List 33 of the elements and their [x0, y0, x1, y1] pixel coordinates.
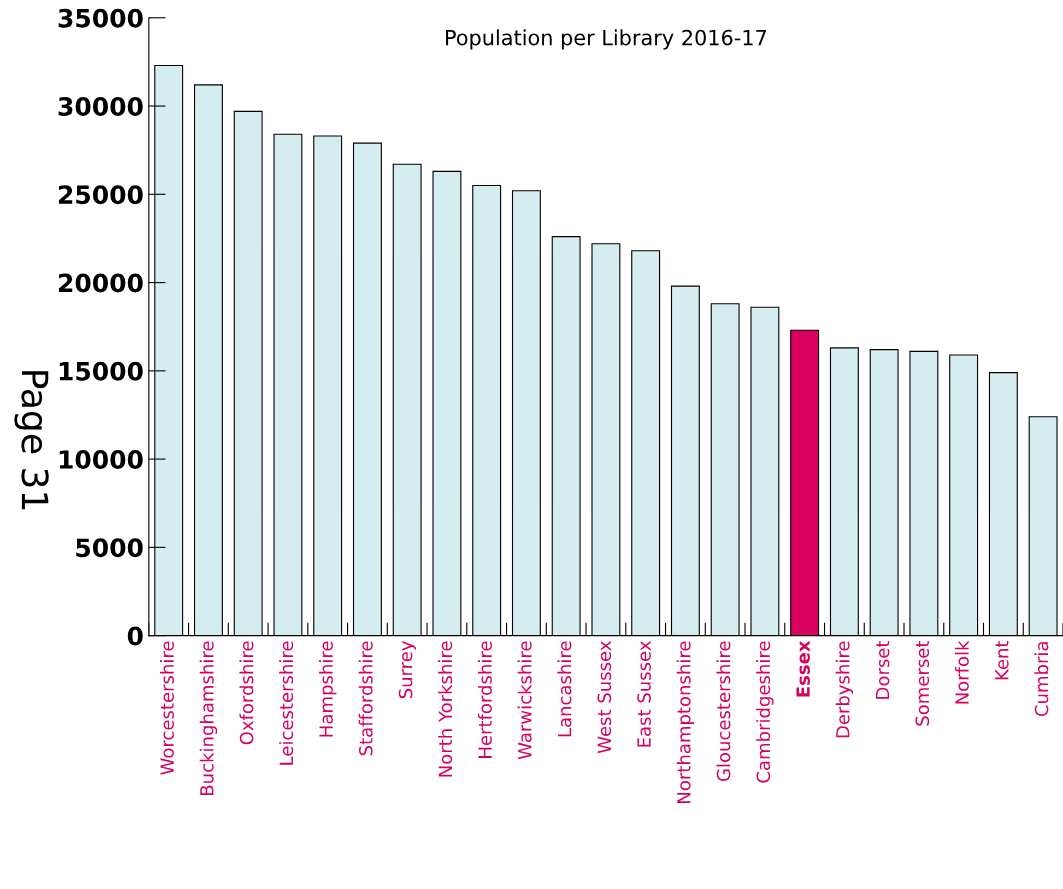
x-tick-label: Lancashire [557, 641, 572, 737]
y-tick-label: 25000 [58, 185, 143, 205]
y-tick-label: 30000 [58, 96, 143, 116]
x-tick-label: Oxfordshire [239, 641, 254, 745]
x-tick-label: Somerset [915, 640, 930, 726]
x-tick-label: Gloucestershire [716, 641, 731, 782]
x-tick-label: Cambridgeshire [756, 641, 774, 783]
y-tick-label: 35000 [58, 8, 143, 28]
x-tick-label: Essex [796, 640, 810, 697]
y-tick-label: 0 [127, 626, 143, 646]
y-tick-label: 15000 [59, 361, 143, 381]
x-tick-label: Norfolk [954, 640, 969, 704]
x-tick-label: North Yorkshire [438, 641, 453, 777]
x-tick-label: Hampshire [318, 641, 337, 737]
x-tick-label: Surrey [398, 641, 416, 699]
x-tick-label: Leicestershire [279, 641, 294, 765]
text: Page 31 [14, 371, 49, 510]
x-tick-label: Dorset [875, 640, 890, 699]
x-tick-label: Cumbria [1034, 642, 1049, 717]
x-tick-label: Hertfordshire [477, 641, 492, 758]
y-tick-label: 10000 [59, 450, 143, 469]
x-tick-label: East Sussex [637, 641, 651, 747]
x-tick-label: Staffordshire [358, 641, 373, 756]
x-tick-label: Kent [995, 640, 1009, 680]
x-tick-label: Derbyshire [835, 641, 854, 738]
x-tick-label: Buckinghamshire [199, 641, 218, 795]
x-tick-label: Warwickshire [517, 641, 532, 760]
x-tick-label: Northamptonshire [676, 641, 695, 803]
text: Population per Library 2016-17 [446, 29, 767, 50]
y-tick-label: 20000 [58, 273, 143, 293]
x-tick-label: Worcestershire [159, 641, 174, 775]
y-tick-label: 5000 [76, 538, 143, 558]
x-tick-label: West Sussex [597, 641, 612, 754]
